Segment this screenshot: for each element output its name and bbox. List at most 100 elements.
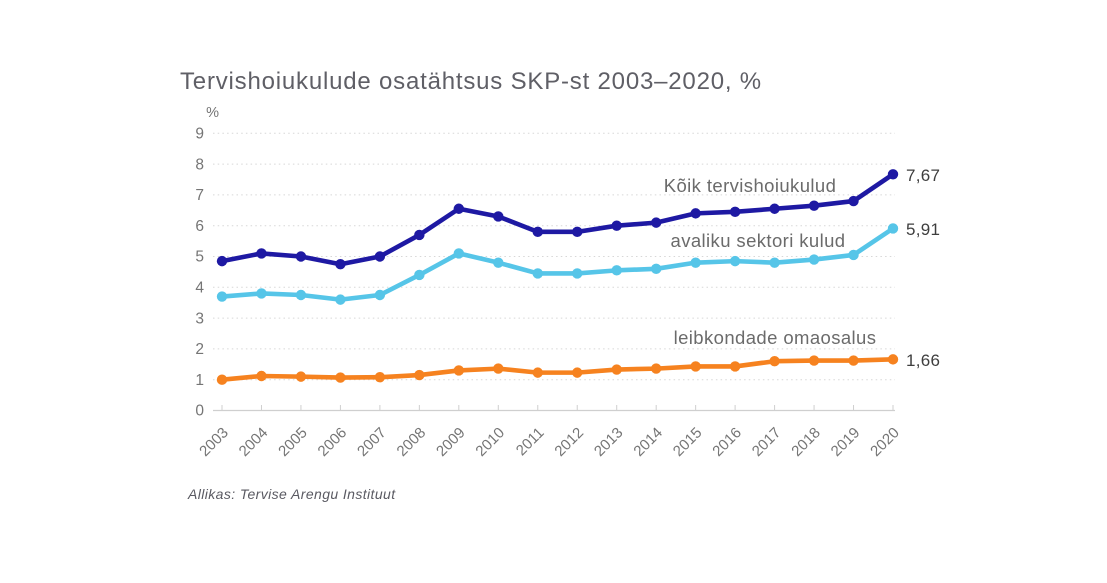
y-tick-label-6: 6 — [195, 218, 204, 235]
series-point-2-2008 — [414, 369, 425, 381]
y-tick-label-4: 4 — [195, 280, 204, 297]
series-point-0-2004 — [256, 248, 267, 259]
series-line-1 — [219, 226, 896, 302]
series-point-2-2007 — [374, 372, 386, 383]
series-point-2-2016 — [729, 361, 741, 372]
series-point-1-2012 — [572, 268, 583, 279]
series-point-0-2005 — [295, 251, 307, 262]
series-point-1-2018 — [808, 254, 820, 265]
series-point-0-2007 — [374, 251, 386, 262]
x-tick-label-2013: 2013 — [591, 424, 627, 460]
x-tick-label-2006: 2006 — [315, 424, 351, 460]
end-value-label-0: 7,67 — [906, 166, 940, 185]
series-point-0-2015 — [690, 208, 701, 219]
series-point-2-2014 — [650, 363, 662, 374]
series-point-1-2013 — [611, 265, 622, 276]
y-tick-label-7: 7 — [195, 187, 204, 204]
x-tick-label-2008: 2008 — [394, 424, 430, 460]
series-point-0-2013 — [611, 220, 622, 231]
series-point-2-2005 — [295, 371, 307, 382]
series-point-1-2008 — [414, 269, 425, 281]
series-point-1-2016 — [729, 255, 741, 267]
series-point-1-2011 — [532, 268, 543, 279]
x-tick-label-2020: 2020 — [867, 424, 903, 460]
x-tick-label-2010: 2010 — [473, 424, 509, 460]
series-point-0-2018 — [808, 200, 820, 211]
series-point-2-2020 — [887, 354, 899, 365]
x-tick-label-2004: 2004 — [236, 424, 272, 460]
x-tick-label-2011: 2011 — [513, 424, 548, 459]
series-point-0-2012 — [572, 226, 583, 238]
series-point-0-2003 — [216, 255, 228, 267]
series-point-1-2019 — [848, 249, 859, 261]
series-point-1-2007 — [374, 289, 386, 301]
series-point-0-2014 — [650, 217, 662, 228]
series-point-0-2019 — [848, 195, 859, 207]
x-tick-label-2012: 2012 — [551, 424, 587, 460]
series-lines — [216, 169, 899, 385]
x-tick-label-2018: 2018 — [788, 424, 824, 460]
series-point-0-2006 — [335, 259, 346, 270]
series-point-2-2017 — [769, 356, 780, 367]
series-point-1-2006 — [335, 294, 346, 305]
chart-title: Tervishoiukulude osatähtsus SKP-st 2003–… — [180, 68, 762, 95]
series-line-0 — [219, 171, 896, 267]
x-tick-label-2015: 2015 — [670, 424, 706, 460]
x-tick-label-2014: 2014 — [630, 424, 666, 460]
series-point-2-2009 — [453, 365, 465, 376]
series-line-2 — [219, 357, 896, 383]
series-point-2-2011 — [532, 367, 543, 378]
x-tick-label-2007: 2007 — [354, 424, 390, 460]
chart-source: Allikas: Tervise Arengu Instituut — [188, 486, 396, 502]
series-point-1-2017 — [769, 257, 780, 268]
series-point-1-2020 — [887, 223, 899, 234]
y-tick-label-8: 8 — [195, 156, 204, 173]
series-point-2-2018 — [808, 355, 820, 366]
series-point-2-2006 — [335, 372, 346, 383]
y-axis-unit-label: % — [206, 105, 219, 121]
x-tick-label-2019: 2019 — [828, 424, 864, 460]
end-value-label-1: 5,91 — [906, 220, 940, 239]
y-tick-label-5: 5 — [195, 249, 204, 266]
series-point-0-2017 — [769, 203, 780, 214]
series-point-1-2015 — [690, 257, 701, 268]
x-axis-labels: 2003 2004 2005 2006 2007 2008 2009 2010 2011 2012… — [196, 424, 903, 460]
series-point-2-2010 — [493, 363, 504, 374]
series-point-1-2005 — [295, 289, 307, 301]
series-point-2-2003 — [216, 374, 228, 385]
series-point-0-2016 — [729, 206, 741, 218]
x-tick-label-2016: 2016 — [709, 424, 745, 460]
series-point-1-2010 — [493, 257, 504, 268]
y-tick-label-2: 2 — [195, 341, 204, 358]
x-tick-label-2003: 2003 — [196, 424, 232, 460]
series-point-2-2019 — [848, 355, 859, 366]
series-point-0-2008 — [414, 229, 425, 241]
x-tick-label-2017: 2017 — [749, 424, 785, 460]
x-tick-label-2009: 2009 — [433, 424, 469, 460]
series-point-1-2003 — [216, 291, 228, 302]
series-labels: Kõik tervishoiukulud avaliku sektori kulu… — [664, 175, 877, 348]
end-value-labels: 7,67 5,91 1,66 — [906, 166, 940, 370]
series-point-0-2010 — [493, 211, 504, 222]
y-tick-label-3: 3 — [195, 310, 204, 327]
y-tick-label-0: 0 — [195, 403, 204, 420]
grid-lines — [213, 132, 895, 381]
series-point-1-2009 — [453, 248, 465, 259]
series-point-1-2014 — [650, 263, 662, 275]
y-tick-label-1: 1 — [195, 372, 204, 389]
series-point-0-2011 — [532, 226, 543, 238]
series-point-2-2015 — [690, 361, 701, 372]
series-point-2-2013 — [611, 364, 622, 375]
x-tick-label-2005: 2005 — [275, 424, 311, 460]
end-value-label-2: 1,66 — [906, 351, 940, 370]
y-axis-labels: 0 1 2 3 4 5 6 7 8 9 — [195, 126, 204, 420]
series-point-1-2004 — [256, 288, 267, 299]
series-name-label-2: leibkondade omaosalus — [674, 327, 877, 348]
series-point-0-2009 — [453, 203, 465, 214]
series-point-2-2004 — [256, 370, 267, 382]
x-axis — [213, 405, 895, 412]
series-name-label-1: avaliku sektori kulud — [671, 230, 846, 251]
series-name-label-0: Kõik tervishoiukulud — [664, 175, 837, 196]
